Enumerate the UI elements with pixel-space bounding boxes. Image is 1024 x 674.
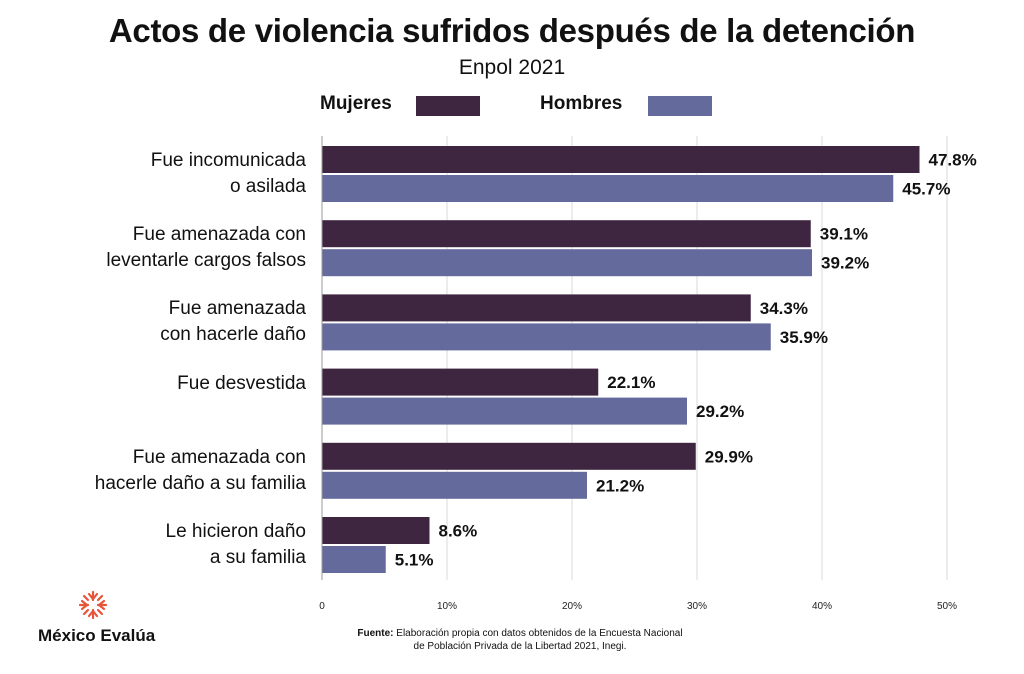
category-label-line: leventarle cargos falsos	[106, 250, 306, 272]
category-label-line: hacerle daño a su familia	[94, 472, 306, 494]
category-label: Le hicieron daño a su familia	[40, 519, 307, 571]
value-label: 29.9%	[705, 447, 753, 466]
source-note: Fuente: Elaboración propia con datos obt…	[300, 627, 740, 653]
x-tick-label: 50%	[937, 601, 957, 612]
source-text-2: de Población Privada de la Libertad 2021…	[413, 641, 627, 652]
legend-label-hombres: Hombres	[540, 93, 623, 114]
value-label: 47.8%	[929, 151, 977, 170]
x-tick-label: 10%	[437, 601, 457, 612]
value-label: 29.2%	[696, 402, 744, 421]
category-label-line: Fue incomunicada	[150, 150, 306, 171]
category-label: Fue incomunicada o asilada	[40, 148, 306, 200]
chart-title: Actos de violencia sufridos después de l…	[108, 12, 916, 49]
category-label-line: con hacerle daño	[160, 324, 306, 346]
bar-hombres	[322, 249, 812, 277]
value-label: 45.7%	[902, 180, 950, 199]
category-label-line: Fue amenazada con	[132, 224, 306, 246]
bar-mujeres	[322, 146, 920, 173]
x-tick-label: 40%	[812, 601, 832, 612]
x-tick-label: 20%	[562, 601, 582, 612]
bar-mujeres	[322, 294, 751, 322]
bar-hombres	[322, 546, 386, 573]
bar-hombres	[322, 397, 687, 425]
value-label: 8.6%	[439, 522, 478, 541]
x-tick-label: 0	[319, 601, 325, 612]
category-label-line: a su familia	[209, 547, 306, 568]
category-label-line: Fue amenazada con	[132, 446, 306, 468]
chart-subtitle: Enpol 2021	[458, 56, 566, 79]
category-label-line: Fue amenazada	[168, 298, 306, 320]
bar-mujeres	[322, 368, 599, 396]
legend-swatch-hombres	[648, 96, 712, 116]
bar-mujeres	[322, 442, 696, 470]
value-label: 34.3%	[760, 299, 808, 318]
bar-mujeres	[322, 517, 430, 544]
value-label: 35.9%	[780, 328, 828, 347]
source-label: Fuente:	[357, 628, 394, 639]
source-text-1: Elaboración propia con datos obtenidos d…	[396, 628, 683, 639]
x-tick-label: 30%	[687, 601, 707, 612]
category-label: Fue desvestida	[40, 371, 306, 397]
category-label: Fue amenazada con hacerle daño	[40, 296, 306, 348]
legend-label-mujeres: Mujeres	[320, 93, 392, 114]
category-label: Fue amenazada con hacerle daño a su famil…	[40, 445, 306, 497]
value-label: 39.2%	[821, 254, 869, 273]
category-label-line: o asilada	[229, 176, 306, 197]
value-label: 5.1%	[395, 551, 434, 570]
category-label: Fue amenazada con leventarle cargos falso…	[40, 222, 306, 274]
value-label: 21.2%	[596, 476, 644, 495]
category-label-line: Le hicieron daño	[165, 521, 307, 542]
value-label: 39.1%	[820, 225, 868, 244]
bar-hombres	[322, 175, 894, 202]
bar-mujeres	[322, 220, 811, 248]
value-label: 22.1%	[607, 373, 655, 392]
logo-text: México Evalúa	[38, 626, 156, 645]
bar-hombres	[322, 323, 771, 351]
category-label-line: Fue desvestida	[177, 372, 306, 394]
legend-swatch-mujeres	[416, 96, 480, 116]
bar-hombres	[322, 471, 587, 499]
mexico-evalua-logo-icon	[78, 590, 108, 620]
